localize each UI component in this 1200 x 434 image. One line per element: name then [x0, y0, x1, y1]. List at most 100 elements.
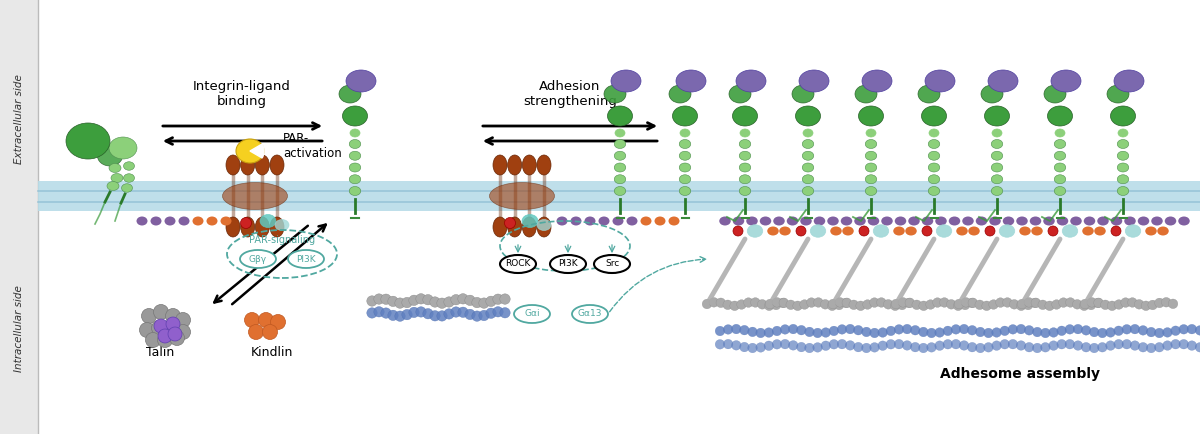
Circle shape — [918, 327, 928, 337]
Ellipse shape — [803, 187, 814, 195]
Circle shape — [1187, 341, 1196, 350]
Circle shape — [959, 324, 968, 334]
Ellipse shape — [66, 123, 110, 159]
Circle shape — [1066, 325, 1075, 334]
Circle shape — [175, 325, 191, 339]
Ellipse shape — [124, 174, 134, 182]
Circle shape — [952, 339, 961, 349]
Ellipse shape — [572, 305, 608, 323]
Ellipse shape — [739, 187, 751, 195]
Ellipse shape — [349, 163, 361, 172]
Circle shape — [756, 328, 766, 338]
Ellipse shape — [179, 217, 190, 226]
Ellipse shape — [1055, 175, 1066, 184]
Ellipse shape — [854, 85, 877, 103]
Ellipse shape — [866, 129, 876, 137]
Circle shape — [992, 328, 1002, 337]
Ellipse shape — [992, 129, 1002, 137]
Ellipse shape — [862, 70, 892, 92]
Ellipse shape — [739, 163, 751, 172]
Circle shape — [367, 296, 377, 306]
Circle shape — [780, 339, 790, 349]
Circle shape — [985, 226, 995, 236]
Circle shape — [918, 343, 928, 353]
Circle shape — [905, 298, 914, 308]
Ellipse shape — [1117, 175, 1129, 184]
Ellipse shape — [1031, 227, 1043, 236]
Circle shape — [1025, 342, 1034, 352]
Ellipse shape — [1157, 227, 1169, 236]
Circle shape — [395, 298, 406, 308]
Circle shape — [1171, 339, 1181, 349]
Circle shape — [270, 315, 286, 329]
Circle shape — [1122, 339, 1132, 349]
Ellipse shape — [676, 70, 706, 92]
Circle shape — [486, 308, 497, 319]
Circle shape — [739, 326, 749, 335]
Text: PI3K: PI3K — [296, 254, 316, 263]
Text: PAR-signaling: PAR-signaling — [248, 235, 316, 245]
Ellipse shape — [865, 175, 877, 184]
Ellipse shape — [1030, 217, 1042, 226]
Ellipse shape — [342, 106, 367, 126]
Ellipse shape — [550, 255, 586, 273]
Ellipse shape — [767, 227, 779, 236]
Circle shape — [479, 298, 490, 308]
Ellipse shape — [779, 227, 791, 236]
Ellipse shape — [1070, 217, 1081, 226]
Ellipse shape — [680, 129, 690, 137]
Ellipse shape — [614, 151, 625, 160]
Circle shape — [898, 298, 907, 307]
Circle shape — [388, 296, 398, 306]
Ellipse shape — [1055, 187, 1066, 195]
Ellipse shape — [121, 184, 132, 192]
Ellipse shape — [792, 85, 814, 103]
Text: Integrin-ligand
binding: Integrin-ligand binding — [193, 80, 290, 108]
Circle shape — [748, 327, 757, 337]
Circle shape — [805, 343, 815, 353]
Text: Kindlin: Kindlin — [251, 345, 293, 358]
Circle shape — [848, 300, 858, 309]
Circle shape — [169, 331, 185, 345]
Circle shape — [779, 298, 788, 308]
Circle shape — [863, 300, 872, 309]
Ellipse shape — [1124, 217, 1135, 226]
Circle shape — [838, 325, 847, 334]
Ellipse shape — [270, 217, 284, 237]
Circle shape — [856, 301, 865, 311]
Ellipse shape — [1108, 85, 1129, 103]
Ellipse shape — [112, 174, 124, 183]
Circle shape — [1009, 299, 1019, 309]
Ellipse shape — [349, 151, 361, 160]
Ellipse shape — [1117, 139, 1129, 148]
Circle shape — [1051, 300, 1061, 309]
Ellipse shape — [830, 227, 841, 236]
Circle shape — [834, 300, 844, 310]
Circle shape — [245, 312, 259, 328]
Circle shape — [724, 339, 733, 349]
Circle shape — [757, 299, 767, 309]
Ellipse shape — [679, 175, 691, 184]
Circle shape — [402, 297, 413, 308]
Ellipse shape — [874, 225, 889, 237]
Circle shape — [876, 298, 886, 307]
Ellipse shape — [760, 217, 772, 226]
Ellipse shape — [538, 220, 551, 230]
Ellipse shape — [799, 70, 829, 92]
Circle shape — [388, 310, 398, 321]
Circle shape — [943, 339, 953, 349]
Ellipse shape — [1051, 70, 1081, 92]
Circle shape — [772, 298, 781, 307]
Ellipse shape — [679, 163, 691, 172]
Ellipse shape — [508, 217, 522, 237]
Ellipse shape — [803, 163, 814, 172]
Ellipse shape — [1145, 227, 1157, 236]
Circle shape — [1195, 326, 1200, 335]
Ellipse shape — [270, 155, 284, 175]
Circle shape — [437, 311, 448, 321]
Circle shape — [828, 299, 838, 309]
Ellipse shape — [1117, 163, 1129, 172]
Circle shape — [415, 307, 426, 317]
Ellipse shape — [1138, 217, 1150, 226]
Ellipse shape — [918, 85, 940, 103]
